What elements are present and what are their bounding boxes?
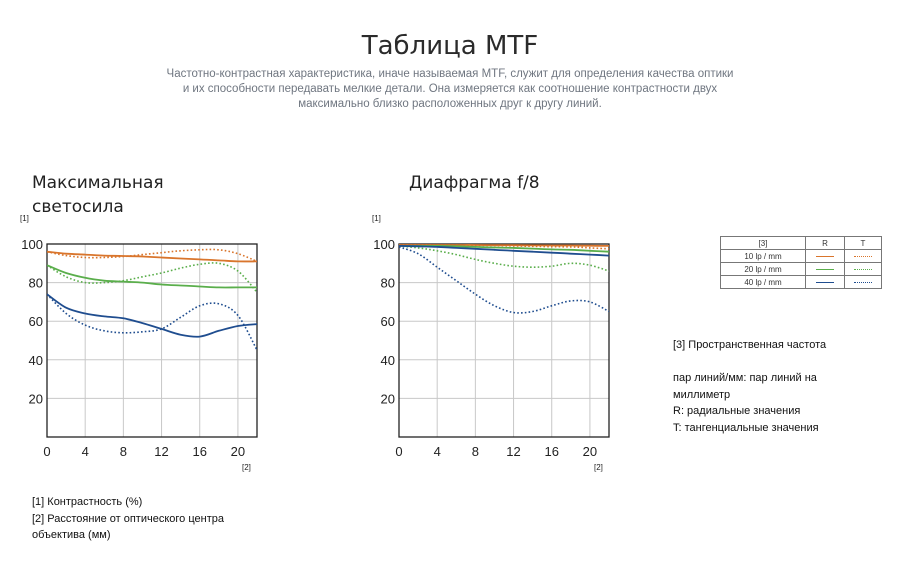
chart-title-f8: Диафрагма f/8 — [409, 173, 540, 193]
page-description: Частотно-контрастная характеристика, ина… — [166, 68, 734, 110]
y-axis-marker: [1] — [372, 214, 381, 223]
page-title: Таблица MTF — [361, 31, 539, 62]
legend-table: [3] R T 10 lp / mm 20 lp / mm 40 lp / mm — [720, 236, 882, 289]
plot-frame — [46, 243, 258, 438]
series-20lp-T — [399, 245, 609, 272]
mtf-chart-f8: 0 4 8 12 16 20 20 40 60 80 100 [1] [2] — [372, 214, 610, 472]
x-tick-label: 12 — [154, 444, 168, 459]
series-20lp-R — [399, 245, 609, 253]
y-tick-label: 60 — [29, 314, 43, 329]
legend-label: 10 lp / mm — [720, 249, 806, 263]
legend-row-20: 20 lp / mm — [720, 262, 882, 276]
x-tick-label: 8 — [120, 444, 127, 459]
series-40lp-R — [47, 293, 257, 338]
mtf-chart-max-aperture: 0 4 8 12 16 20 20 40 60 80 100 [1] [2] — [20, 214, 258, 472]
legend-swatch-t-40 — [854, 281, 872, 283]
legend-swatch-t-20 — [854, 268, 872, 270]
legend-label: 40 lp / mm — [720, 275, 806, 289]
x-tick-label: 20 — [583, 444, 597, 459]
x-axis-marker: [2] — [242, 463, 251, 472]
legend-row-10: 10 lp / mm — [720, 249, 882, 263]
y-tick-label: 20 — [29, 391, 43, 406]
y-tick-label: 40 — [29, 353, 43, 368]
legend-header-row: [3] R T — [720, 236, 882, 250]
y-tick-label: 60 — [381, 314, 395, 329]
x-tick-label: 0 — [395, 444, 402, 459]
y-tick-label: 100 — [21, 237, 43, 252]
legend-label: 20 lp / mm — [720, 262, 806, 276]
legend-swatch-r-10 — [816, 255, 834, 257]
legend-header-t: T — [844, 236, 882, 250]
footnote-frequency: [3] Пространственная частота пар линий/м… — [673, 339, 827, 434]
y-tick-label: 40 — [381, 353, 395, 368]
y-tick-label: 100 — [373, 237, 395, 252]
legend-header-r: R — [805, 236, 845, 250]
legend-swatch-r-20 — [816, 268, 834, 270]
series-20lp-T — [47, 262, 257, 293]
x-axis-marker: [2] — [594, 463, 603, 472]
x-tick-label: 0 — [43, 444, 50, 459]
x-tick-label: 8 — [472, 444, 479, 459]
y-axis-marker: [1] — [20, 214, 29, 223]
x-tick-label: 16 — [192, 444, 206, 459]
x-tick-label: 16 — [544, 444, 558, 459]
y-tick-label: 80 — [381, 276, 395, 291]
series-10lp-T — [47, 248, 257, 263]
series-10lp-R — [47, 250, 257, 263]
y-tick-label: 80 — [29, 276, 43, 291]
series-40lp-R — [399, 245, 609, 257]
x-tick-label: 20 — [231, 444, 245, 459]
x-tick-label: 4 — [434, 444, 441, 459]
legend-row-40: 40 lp / mm — [720, 275, 882, 289]
x-tick-label: 12 — [506, 444, 520, 459]
footnote-axes: [1] Контрастность (%) [2] Расстояние от … — [32, 496, 224, 541]
legend-header-frequency: [3] — [720, 236, 806, 250]
y-tick-label: 20 — [381, 391, 395, 406]
chart-title-max-aperture: Максимальная светосила — [32, 173, 164, 217]
series-40lp-T — [47, 293, 257, 351]
plot-frame — [398, 243, 610, 438]
series-40lp-T — [399, 246, 609, 314]
legend-swatch-t-10 — [854, 255, 872, 257]
series-20lp-R — [47, 264, 257, 289]
x-tick-label: 4 — [82, 444, 89, 459]
legend-swatch-r-40 — [816, 281, 834, 283]
